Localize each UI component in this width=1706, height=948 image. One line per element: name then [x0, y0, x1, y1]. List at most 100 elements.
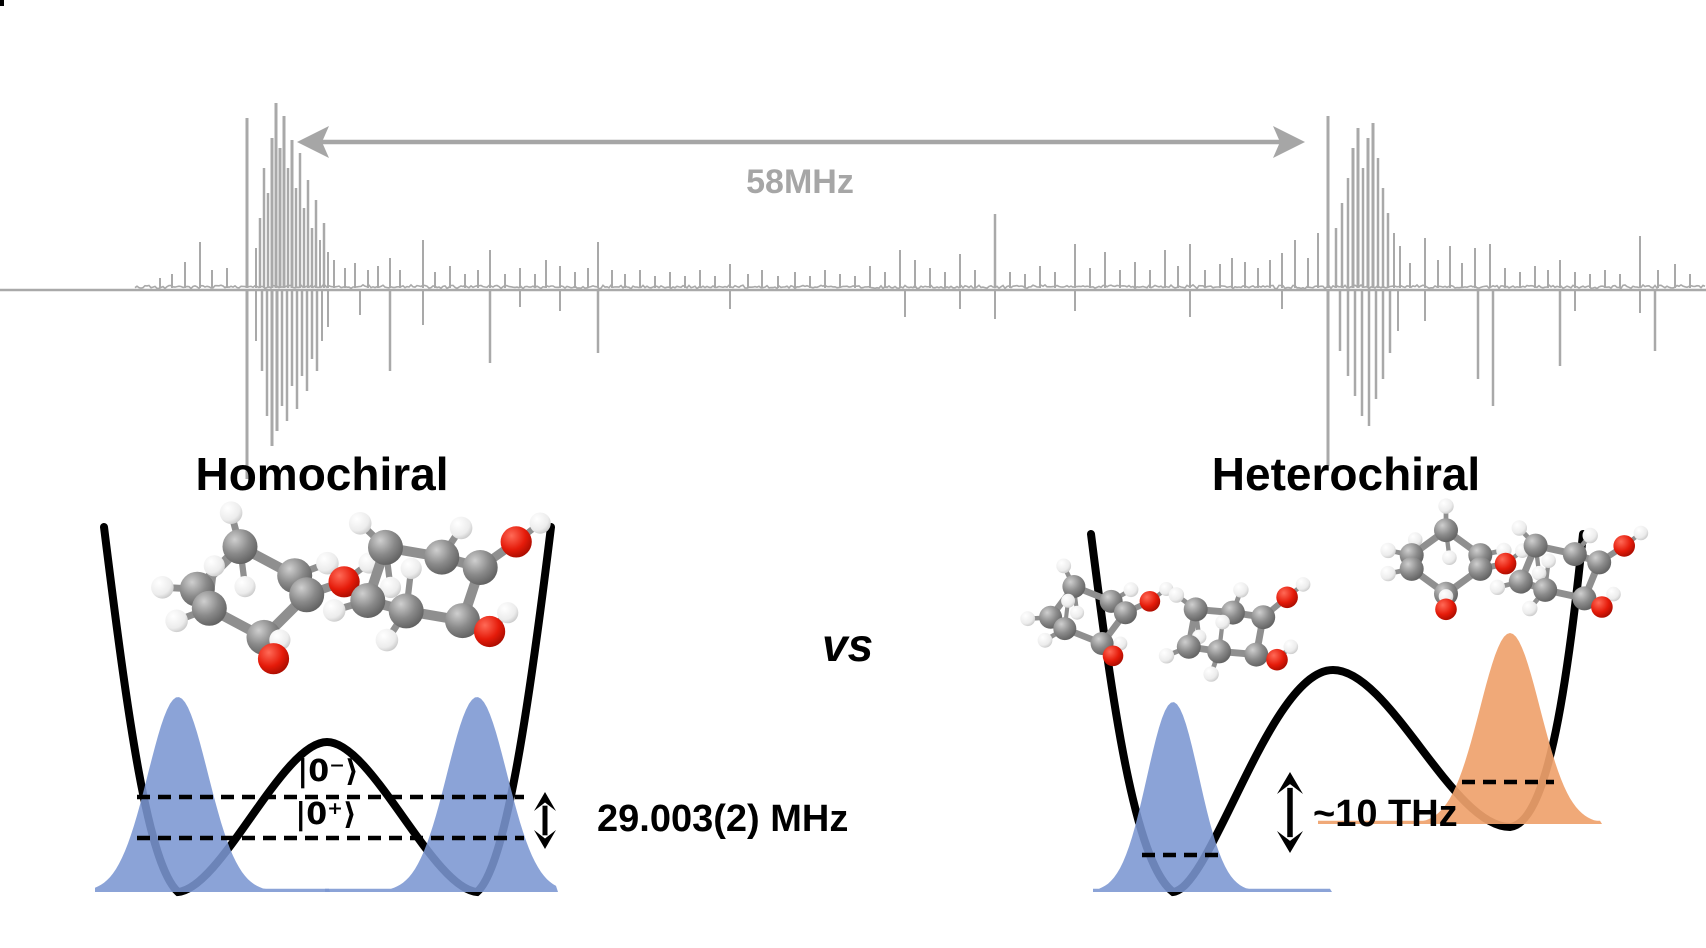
hydrogen-atom [1061, 593, 1076, 608]
molecule-heterochiral-2 [1158, 577, 1311, 682]
oxygen-atom [1494, 552, 1517, 575]
hydrogen-atom [203, 555, 225, 577]
hydrogen-atom [322, 599, 346, 622]
hydrogen-atom [1020, 611, 1036, 627]
carbon-atom [368, 529, 403, 565]
oxygen-atom [474, 615, 506, 648]
hydrogen-atom [316, 551, 339, 575]
carbon-atom [1562, 542, 1587, 567]
oxygen-atom [257, 643, 290, 675]
molecule-heterochiral-4 [1489, 520, 1649, 618]
hydrogen-atom [1168, 587, 1185, 603]
spectrum-span-label: 58MHz [746, 163, 854, 201]
carbon-atom [1399, 556, 1424, 581]
hydrogen-atom [1442, 550, 1457, 565]
hydrogen-atom [1380, 565, 1396, 582]
hydrogen-atom [400, 557, 422, 580]
molecule-homochiral-1 [151, 501, 380, 675]
carbon-atom [1587, 550, 1612, 575]
oxygen-atom [1435, 598, 1457, 621]
spectrum-trace [0, 103, 1706, 479]
carbon-atom [1508, 569, 1533, 594]
hydrogen-atom [1158, 648, 1175, 664]
hydrogen-atom [1295, 577, 1311, 592]
wavefunctions [95, 633, 1602, 892]
homochiral-title: Homochiral [195, 448, 449, 500]
heterochiral-left-wavefunction [1093, 702, 1332, 892]
splitting-arrow-heterochiral [1277, 772, 1303, 853]
hydrogen-atom [375, 628, 399, 652]
hydrogen-atom [1582, 527, 1598, 544]
thz-splitting-label: ~10 THz [1313, 793, 1458, 835]
hydrogen-atom [1283, 639, 1299, 655]
hydrogen-atom [1203, 666, 1219, 682]
hydrogen-atom [1233, 582, 1249, 598]
hydrogen-atom [1215, 614, 1230, 630]
hydrogen-atom [1380, 542, 1396, 559]
oxygen-atom [1613, 535, 1635, 557]
carbon-atom [462, 550, 498, 585]
hydrogen-atom [151, 576, 174, 599]
carbon-atom [1053, 617, 1077, 641]
oxygen-atom [1276, 586, 1298, 609]
level-label-0-minus: |0⁻⟩ [297, 754, 359, 789]
hydrogen-atom [449, 516, 473, 540]
hydrogen-atom [497, 602, 519, 624]
hydrogen-atom [1531, 565, 1547, 581]
carbon-atom [191, 590, 227, 626]
molecule-heterochiral-3 [1380, 498, 1530, 621]
carbon-atom [350, 583, 386, 618]
carbon-atom [388, 593, 424, 629]
carbon-atom [1434, 518, 1458, 543]
oxygen-atom [1266, 648, 1288, 671]
carbon-atom [1244, 642, 1269, 667]
hydrogen-atom [1056, 558, 1072, 574]
carbon-atom [1183, 597, 1208, 622]
corner-mark [0, 0, 4, 6]
hydrogen-atom [1438, 498, 1454, 514]
hydrogen-atom [165, 609, 188, 633]
carbon-atom [1176, 634, 1201, 659]
tunneling-splitting-label: 29.003(2) MHz [597, 798, 849, 840]
carbon-atom [424, 539, 460, 575]
hydrogen-atom [1522, 600, 1538, 617]
hydrogen-atom [1070, 605, 1085, 620]
molecule-homochiral-2 [322, 512, 551, 652]
oxygen-atom [1102, 645, 1124, 667]
carbon-atom [1572, 586, 1597, 611]
level-label-0-plus: |0⁺⟩ [295, 797, 357, 832]
carbon-atom [1251, 605, 1276, 630]
hydrogen-atom [379, 576, 402, 599]
molecule-heterochiral-1 [1020, 558, 1174, 667]
carbon-atom [1207, 639, 1232, 664]
span-arrow-58mhz [297, 126, 1305, 158]
carbon-atom [1468, 556, 1493, 581]
hydrogen-atom [1489, 579, 1506, 595]
hydrogen-atom [1541, 553, 1556, 568]
carbon-atom [445, 603, 480, 639]
hydrogen-atom [1123, 582, 1139, 598]
carbon-atom [1523, 533, 1548, 558]
homochiral-left-wavefunction [95, 697, 330, 892]
oxygen-atom [1139, 591, 1161, 612]
carbon-atom [1113, 601, 1137, 625]
hydrogen-atom [1606, 586, 1621, 602]
hydrogen-atom [219, 501, 243, 524]
carbon-atom [1062, 575, 1086, 598]
carbon-atom [222, 529, 258, 565]
homochiral-right-wavefunction [325, 697, 558, 892]
hydrogen-atom [529, 512, 551, 534]
carbon-atom [1533, 577, 1558, 602]
splitting-arrow-homochiral [534, 792, 556, 849]
hydrogen-atom [1633, 525, 1649, 541]
hydrogen-atom [1037, 632, 1053, 648]
hydrogen-atom [234, 576, 256, 598]
vs-label: vs [822, 619, 874, 671]
oxygen-atom [500, 526, 532, 558]
heterochiral-right-wavefunction [1318, 633, 1602, 824]
energy-levels [137, 779, 1554, 858]
heterochiral-title: Heterochiral [1211, 448, 1481, 500]
hydrogen-atom [348, 512, 372, 535]
